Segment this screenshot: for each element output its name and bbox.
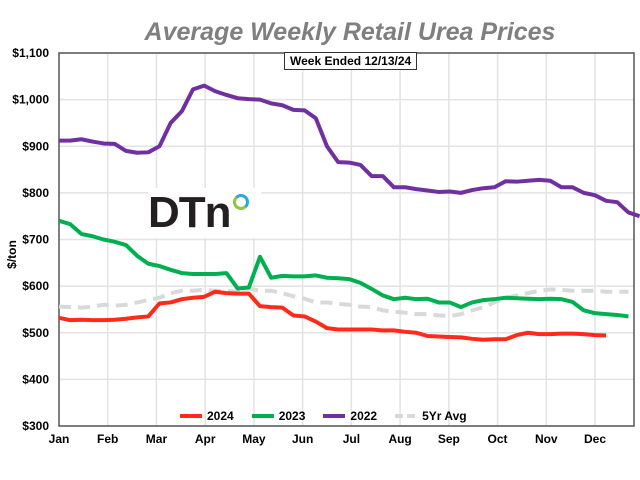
y-tick-label: $400 [22, 372, 49, 386]
chart-title: Average Weekly Retail Urea Prices [144, 18, 556, 46]
legend-swatch [180, 414, 202, 418]
y-axis-label: $/ton [5, 240, 19, 269]
x-tick-label: Sep [438, 432, 460, 446]
legend-item: 2024 [180, 409, 234, 423]
x-tick-label: Apr [195, 432, 216, 446]
logo-ring-icon [232, 194, 249, 210]
y-tick-label: $300 [22, 419, 49, 433]
legend-item: 2022 [323, 409, 377, 423]
y-tick-label: $900 [22, 139, 49, 153]
x-tick-label: May [242, 432, 266, 446]
x-tick-label: Feb [97, 432, 118, 446]
y-tick-label: $700 [22, 233, 49, 247]
legend-swatch [323, 414, 346, 418]
y-tick-label: $1,100 [12, 46, 49, 60]
legend-swatch [395, 414, 418, 418]
x-tick-label: Dec [584, 432, 606, 446]
y-tick-label: $600 [22, 279, 49, 293]
x-tick-label: Jul [343, 432, 360, 446]
legend: 2024 2023 2022 5Yr Avg [180, 409, 467, 423]
legend-label: 2023 [278, 409, 306, 423]
legend-item: 2023 [251, 409, 306, 423]
legend-label: 2022 [350, 409, 378, 423]
x-tick-label: Aug [388, 432, 411, 446]
series-line-5yr-avg [58, 286, 629, 318]
y-tick-label: $500 [22, 326, 49, 340]
series-line-2022 [59, 83, 640, 219]
subtitle: Week Ended 12/13/24 [284, 52, 418, 70]
dtn-logo: DTn [148, 188, 261, 238]
x-tick-label: Jun [292, 432, 313, 446]
legend-swatch [251, 414, 274, 418]
x-tick-label: Jan [49, 432, 70, 446]
x-tick-label: Mar [146, 432, 168, 446]
legend-item: 5Yr Avg [395, 409, 467, 423]
series-line-2024 [58, 289, 607, 342]
y-tick-label: $1,000 [12, 93, 49, 107]
legend-label: 5Yr Avg [422, 409, 467, 423]
legend-label: 2024 [207, 409, 234, 423]
series-line-2023 [58, 218, 629, 319]
x-tick-label: Nov [535, 432, 558, 446]
y-tick-label: $800 [22, 186, 49, 200]
x-tick-label: Oct [488, 432, 508, 446]
